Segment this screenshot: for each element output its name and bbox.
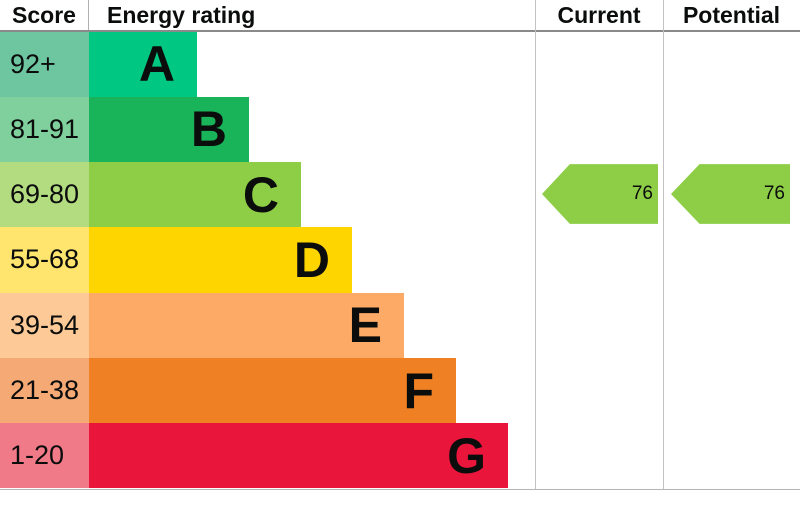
band-row-d: 55-68 D xyxy=(0,227,535,293)
band-letter-e: E xyxy=(348,297,382,354)
current-arrow: 76 xyxy=(542,164,658,224)
rating-bar-a: A xyxy=(89,31,197,97)
score-range-f: 21-38 xyxy=(0,357,89,424)
score-range-d: 55-68 xyxy=(0,227,89,293)
band-letter-c: C xyxy=(242,166,279,223)
header-score-label: Score xyxy=(0,0,89,30)
potential-arrow: 76 xyxy=(671,164,790,224)
header-energy-rating-label: Energy rating xyxy=(107,1,256,28)
band-letter-a: A xyxy=(138,36,175,93)
band-row-g: 1-20 G xyxy=(0,423,535,489)
rating-bar-c: C xyxy=(89,162,301,228)
rating-bar-b: B xyxy=(89,96,249,163)
rating-bar-d: D xyxy=(89,227,352,293)
score-range-g: 1-20 xyxy=(0,423,89,489)
rating-bar-f: F xyxy=(89,357,456,424)
score-range-c: 69-80 xyxy=(0,162,89,228)
current-column: 76 xyxy=(535,0,663,490)
potential-value: 76 xyxy=(763,183,785,205)
band-row-c: 69-80 C xyxy=(0,162,535,228)
band-row-b: 81-91 B xyxy=(0,96,535,163)
band-letter-b: B xyxy=(190,101,227,158)
band-letter-g: G xyxy=(447,427,486,484)
rating-bar-e: E xyxy=(89,292,404,358)
header-current-label: Current xyxy=(557,1,641,28)
header-potential-label: Potential xyxy=(682,1,781,28)
chart-bottom-border xyxy=(0,488,800,490)
bands-container: 92+ A 81-91 B 69-80 C 55-68 D 39-54 E 21-38 F 1-20 G xyxy=(0,31,535,489)
band-row-f: 21-38 F xyxy=(0,357,535,424)
band-letter-f: F xyxy=(403,362,434,419)
band-row-e: 39-54 E xyxy=(0,292,535,358)
score-range-e: 39-54 xyxy=(0,292,89,358)
header-row: Score Energy rating Current Potential xyxy=(0,0,800,30)
potential-column: 76 xyxy=(663,0,800,490)
current-value: 76 xyxy=(631,183,653,205)
band-row-a: 92+ A xyxy=(0,31,535,97)
score-range-a: 92+ xyxy=(0,31,89,97)
score-range-b: 81-91 xyxy=(0,96,89,163)
rating-bar-g: G xyxy=(89,423,508,489)
band-letter-d: D xyxy=(293,231,330,288)
header-divider xyxy=(0,30,800,32)
